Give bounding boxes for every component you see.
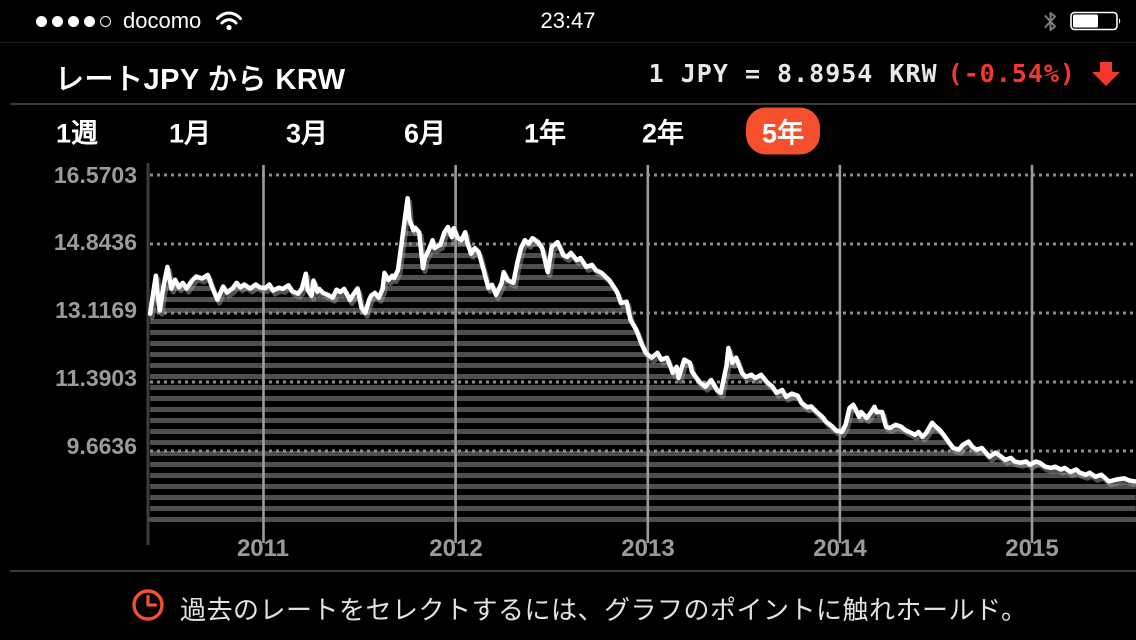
period-tabbar: 1週 1月 3月 6月 1年 2年 5年 <box>0 105 1136 157</box>
current-rate-display: 1 JPY = 8.8954 KRW (-0.54%) <box>649 59 1128 88</box>
rate-change-percent: (-0.54%) <box>947 59 1076 88</box>
x-tick-label: 2011 <box>236 535 290 562</box>
signal-dot-icon <box>36 15 47 27</box>
rate-down-arrow-icon <box>1092 61 1120 86</box>
tab-3month[interactable]: 3月 <box>285 118 329 149</box>
y-tick-label: 9.6636 <box>66 433 137 459</box>
tab-5year-selected[interactable]: 5年 <box>745 107 821 155</box>
signal-dot-icon <box>68 15 79 27</box>
x-tick-label: 2012 <box>429 535 483 562</box>
signal-dot-empty-icon <box>100 15 111 27</box>
battery-icon <box>1070 11 1121 31</box>
tab-6month[interactable]: 6月 <box>403 118 447 149</box>
bluetooth-icon <box>1044 11 1056 31</box>
x-tick-label: 2015 <box>1005 535 1059 562</box>
clock-time: 23:47 <box>540 8 596 33</box>
area-fill-striped <box>148 198 1136 522</box>
signal-dot-icon <box>84 15 95 27</box>
footer-divider <box>10 570 1136 572</box>
footer: 過去のレートをセレクトするには、グラフのポイントに触れホールド。 <box>0 572 1136 640</box>
page-title: レートJPY から KRW <box>55 64 346 96</box>
tab-1week[interactable]: 1週 <box>55 118 99 149</box>
status-icons-group <box>1043 0 1126 42</box>
x-tick-label: 2014 <box>813 535 867 562</box>
tab-1month[interactable]: 1月 <box>168 118 212 149</box>
x-tick-label: 2013 <box>621 535 675 562</box>
tab-1year[interactable]: 1年 <box>523 118 567 149</box>
y-tick-label: 13.1169 <box>55 297 137 323</box>
rate-line-series <box>147 195 1136 488</box>
header: レートJPY から KRW 1 JPY = 8.8954 KRW (-0.54%… <box>0 43 1136 103</box>
hint-text: 過去のレートをセレクトするには、グラフのポイントに触れホールド。 <box>180 595 1028 625</box>
carrier-label: docomo <box>123 8 202 33</box>
y-tick-label: 14.8436 <box>53 229 137 255</box>
signal-dot-icon <box>52 15 63 27</box>
y-tick-label: 11.3903 <box>55 365 137 391</box>
carrier-signal-group: docomo <box>36 0 243 42</box>
rate-value: 1 JPY = 8.8954 KRW <box>648 59 938 88</box>
wifi-icon <box>216 11 243 31</box>
status-bar: docomo 23:47 <box>0 0 1136 43</box>
tab-2year[interactable]: 2年 <box>641 118 685 149</box>
horizontal-dotted-gridlines <box>150 173 1136 453</box>
clock-icon <box>132 589 164 621</box>
header-divider <box>10 103 1136 105</box>
y-tick-label: 16.5703 <box>53 162 137 188</box>
statusbar-divider <box>0 42 1136 43</box>
